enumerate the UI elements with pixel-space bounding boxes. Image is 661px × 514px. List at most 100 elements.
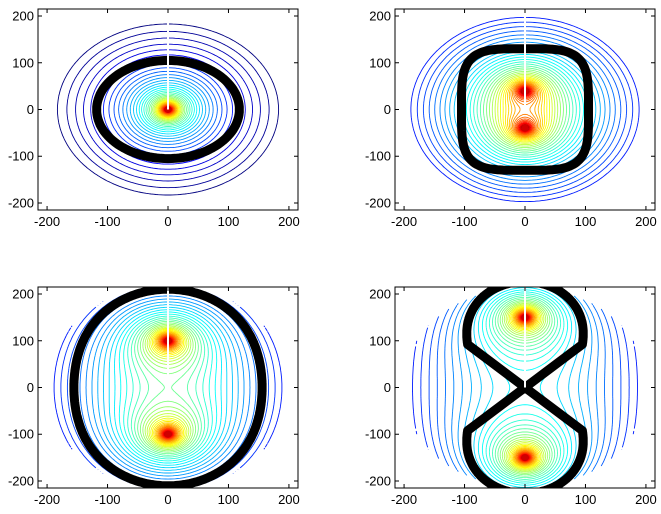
contour-level [514, 83, 536, 136]
contour-level [510, 306, 540, 469]
contour-level [53, 325, 283, 450]
contour-level [503, 302, 547, 473]
contour-level [159, 103, 177, 116]
source-point [521, 454, 529, 462]
y-tick-label: 0 [384, 102, 391, 117]
contour-level [518, 85, 532, 134]
contour-level [139, 322, 197, 453]
contour-level [150, 328, 186, 447]
contour-level [108, 306, 228, 469]
y-tick-label: 200 [12, 9, 34, 24]
contour-level [502, 77, 548, 142]
contour-level [410, 16, 640, 203]
contour-level [103, 304, 233, 471]
contour-level [516, 84, 534, 135]
source-point [164, 430, 172, 438]
x-tick-label: 200 [278, 492, 300, 507]
subplot-2: -200 -100 0 100 200 -200 -100 0 100 200 [365, 8, 657, 229]
y-tick-label: 100 [12, 55, 34, 70]
contour-level [159, 102, 177, 117]
x-tick-label: -200 [391, 214, 417, 229]
x-tick-label: 0 [164, 214, 171, 229]
subplot-3: -200 -100 0 100 200 -200 -100 0 100 200 [8, 286, 300, 507]
contour-lines [410, 9, 640, 203]
contour-level [113, 67, 223, 152]
y-tick-label: 200 [12, 287, 34, 302]
contour-level [157, 101, 179, 118]
x-tick-label: 100 [575, 492, 597, 507]
contour-level [153, 98, 183, 121]
contour-level [508, 305, 542, 470]
contour-level [130, 317, 206, 458]
separatrix-band [462, 287, 588, 488]
x-tick-label: -100 [95, 214, 121, 229]
contour-level [494, 296, 556, 479]
contour-level [491, 72, 559, 147]
contour-level [494, 73, 556, 146]
contour-level [126, 77, 210, 142]
contour-level [476, 63, 574, 156]
contour-level [497, 298, 553, 477]
contour-level [511, 82, 539, 137]
y-tick-label: 0 [27, 380, 34, 395]
contour-level [499, 299, 551, 476]
contour-level [422, 26, 628, 193]
contour-level [489, 70, 561, 149]
contour-level [155, 99, 181, 120]
y-tick-label: 100 [369, 55, 391, 70]
contour-level [159, 334, 177, 441]
contour-level [497, 75, 553, 144]
contour-level [451, 299, 599, 476]
y-tick-label: 0 [27, 102, 34, 117]
contour-level [436, 308, 614, 467]
contour-level [492, 295, 558, 480]
y-tick-label: 100 [12, 333, 34, 348]
separatrix-band [457, 44, 593, 175]
contour-level [144, 325, 192, 450]
subplot-1: -200 -100 0 100 200 -200 -100 0 100 200 [8, 8, 300, 229]
contour-level [156, 100, 180, 119]
contour-level [83, 43, 253, 176]
contour-level [416, 21, 634, 198]
source-point [521, 124, 529, 132]
x-tick-label: 200 [635, 214, 657, 229]
y-tick-label: -200 [8, 473, 34, 488]
subplot-4: -200 -100 0 100 200 -200 -100 0 100 200 [365, 286, 657, 507]
contour-level [511, 307, 539, 468]
contour-level [501, 301, 549, 474]
contour-level [479, 65, 571, 154]
y-tick-label: 200 [369, 287, 391, 302]
contour-level [137, 320, 199, 455]
contour-level [500, 76, 550, 143]
contour-level [148, 327, 188, 448]
contour-lines [56, 9, 280, 196]
contour-level [154, 331, 182, 444]
x-tick-label: 0 [164, 492, 171, 507]
contour-level [506, 79, 544, 140]
y-tick-label: -100 [8, 427, 34, 442]
contour-level [412, 340, 638, 435]
contour-level [486, 69, 564, 150]
contour-level [153, 330, 183, 445]
contour-lines [53, 287, 283, 488]
x-tick-label: 200 [278, 214, 300, 229]
contour-level [457, 295, 593, 480]
contour-level [66, 30, 270, 189]
contour-level [152, 97, 184, 122]
contour-level [505, 303, 545, 472]
contour-level [60, 301, 276, 474]
contour-level [473, 61, 577, 158]
contour-level [428, 316, 622, 459]
contour-level [145, 92, 191, 127]
contour-level [114, 309, 222, 466]
contour-level [150, 96, 186, 123]
contour-level [444, 303, 606, 472]
contour-level [129, 79, 207, 140]
contour-level [485, 291, 565, 484]
contour-level [157, 333, 179, 442]
contour-level [97, 301, 239, 474]
x-tick-label: 100 [575, 214, 597, 229]
contour-level [160, 334, 176, 441]
contour-level [507, 304, 543, 471]
